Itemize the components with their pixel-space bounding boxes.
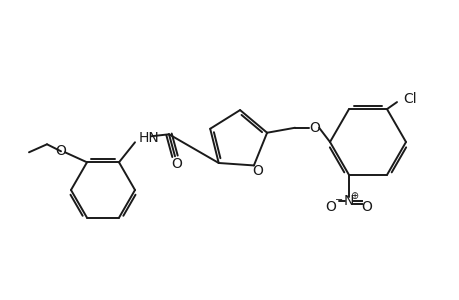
Text: HN: HN <box>139 131 159 145</box>
Text: O: O <box>252 164 263 178</box>
Text: −: − <box>334 195 342 205</box>
Text: O: O <box>325 200 336 214</box>
Text: O: O <box>309 121 320 135</box>
Text: O: O <box>171 157 182 171</box>
Text: N: N <box>343 194 353 208</box>
Text: Cl: Cl <box>402 92 416 106</box>
Text: ⊕: ⊕ <box>349 191 357 201</box>
Text: O: O <box>361 200 372 214</box>
Text: O: O <box>56 144 66 158</box>
